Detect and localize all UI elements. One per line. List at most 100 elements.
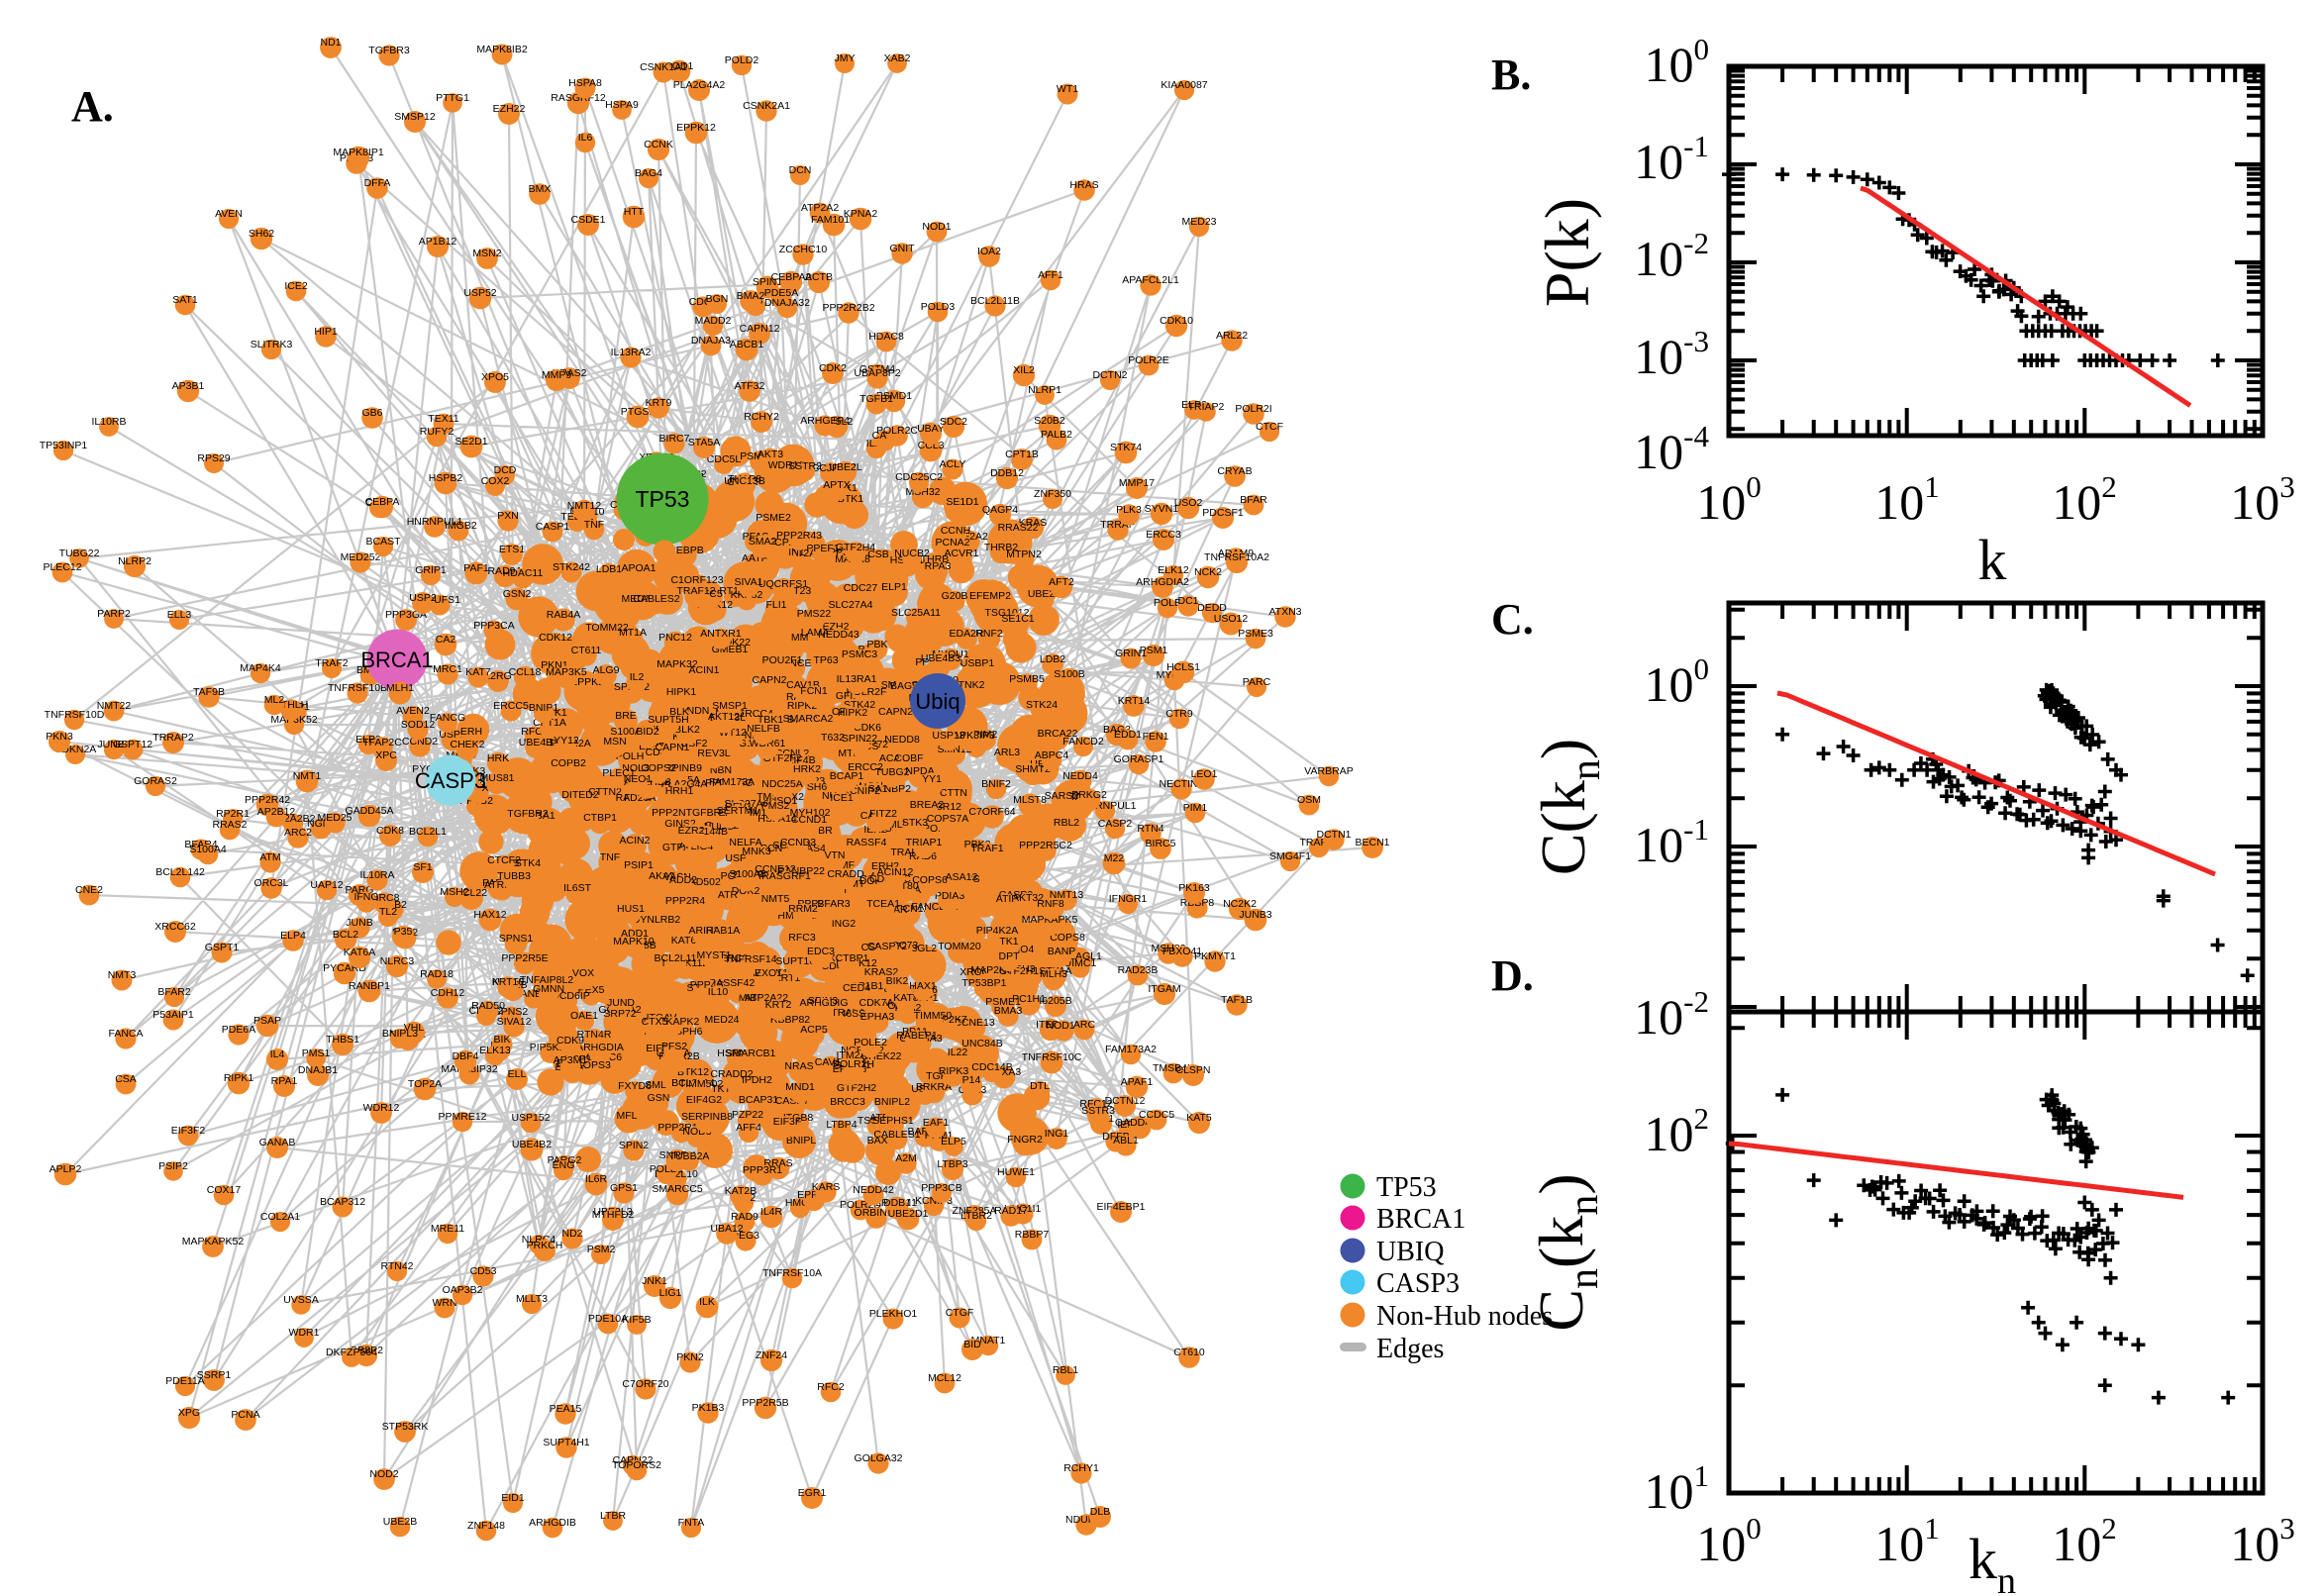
svg-text:CASP2: CASP2 — [1098, 818, 1133, 830]
svg-text:CA2: CA2 — [436, 634, 456, 646]
svg-text:ATP2A2: ATP2A2 — [801, 202, 839, 214]
svg-text:RCHY2: RCHY2 — [744, 411, 779, 423]
svg-text:UBE4B3: UBE4B3 — [921, 652, 960, 664]
svg-text:USP152: USP152 — [511, 1112, 550, 1124]
svg-text:S100A4: S100A4 — [189, 844, 227, 855]
svg-text:RUFY2: RUFY2 — [420, 426, 454, 438]
svg-text:S20B2: S20B2 — [1034, 415, 1065, 427]
svg-text:HRH1: HRH1 — [665, 785, 694, 797]
svg-text:k: k — [1978, 528, 2007, 592]
svg-text:CDK8: CDK8 — [376, 825, 404, 837]
svg-text:UBE2L: UBE2L — [829, 461, 861, 473]
svg-text:ZNF24: ZNF24 — [756, 1349, 787, 1361]
svg-text:NOD1: NOD1 — [922, 221, 951, 233]
svg-text:AFF1: AFF1 — [1038, 269, 1063, 281]
svg-text:DLB: DLB — [1090, 1506, 1110, 1518]
svg-text:TK1: TK1 — [999, 936, 1018, 948]
svg-text:NEDD42: NEDD42 — [853, 1184, 894, 1196]
svg-text:EIF3F2: EIF3F2 — [171, 1125, 206, 1137]
svg-text:PLEKHO1: PLEKHO1 — [869, 1308, 918, 1320]
svg-text:UNC84B: UNC84B — [961, 1038, 1002, 1049]
svg-text:APOA1: APOA1 — [621, 562, 656, 574]
svg-text:LTBR: LTBR — [600, 1510, 626, 1522]
svg-text:NMT1: NMT1 — [293, 770, 322, 782]
svg-text:TRIAP2: TRIAP2 — [1188, 401, 1225, 413]
svg-text:CDK7A: CDK7A — [858, 997, 893, 1009]
svg-text:SERTM1: SERTM1 — [717, 805, 759, 817]
svg-text:102: 102 — [2052, 1511, 2117, 1571]
svg-text:DNAJA32: DNAJA32 — [764, 297, 810, 309]
svg-text:STK74: STK74 — [1110, 442, 1142, 453]
svg-text:TNFRSF10D: TNFRSF10D — [45, 709, 105, 721]
svg-text:NEO1: NEO1 — [624, 773, 653, 785]
svg-text:HUS1: HUS1 — [617, 903, 645, 915]
svg-text:CDC27: CDC27 — [844, 582, 878, 594]
svg-text:SPNS1: SPNS1 — [499, 933, 534, 945]
svg-text:IOA2: IOA2 — [977, 246, 1001, 257]
svg-text:KAT6A: KAT6A — [344, 947, 375, 958]
svg-text:RTN4: RTN4 — [1137, 823, 1163, 835]
svg-text:BCL2L142: BCL2L142 — [155, 866, 205, 878]
svg-text:SDC2: SDC2 — [940, 416, 967, 428]
svg-text:COPS6: COPS6 — [912, 874, 948, 886]
svg-text:ELL3: ELL3 — [167, 609, 192, 621]
svg-text:KIAA0087: KIAA0087 — [1161, 79, 1207, 91]
svg-text:RAB4A: RAB4A — [547, 609, 580, 621]
svg-text:TNK2: TNK2 — [959, 679, 985, 691]
svg-text:BAG4: BAG4 — [635, 167, 662, 179]
svg-text:MSH2: MSH2 — [440, 886, 468, 898]
svg-text:DCTN1: DCTN1 — [1316, 829, 1351, 841]
svg-text:SMG4F1: SMG4F1 — [1269, 850, 1311, 862]
svg-text:SRP72: SRP72 — [603, 1008, 636, 1020]
svg-text:ACIN2: ACIN2 — [620, 835, 651, 847]
svg-text:BCL2: BCL2 — [333, 929, 358, 941]
svg-text:A.: A. — [71, 82, 114, 131]
svg-text:EIF4EBP1: EIF4EBP1 — [1096, 1201, 1145, 1213]
svg-text:IMPDH2: IMPDH2 — [733, 1074, 772, 1086]
svg-text:CCNH: CCNH — [941, 525, 970, 537]
svg-text:GSPT12: GSPT12 — [113, 739, 152, 750]
svg-text:TAF1B: TAF1B — [1221, 994, 1253, 1006]
svg-text:HRK: HRK — [487, 752, 509, 764]
svg-text:SERPINB8: SERPINB8 — [681, 1111, 733, 1123]
svg-text:CDK2: CDK2 — [819, 362, 847, 374]
svg-text:ACIN1: ACIN1 — [689, 664, 720, 676]
svg-text:PSAP: PSAP — [253, 1015, 281, 1027]
svg-text:USBP1: USBP1 — [960, 657, 995, 669]
svg-text:STK24: STK24 — [1026, 699, 1058, 711]
svg-text:CT610: CT610 — [1173, 1347, 1205, 1358]
svg-text:MYST1: MYST1 — [696, 949, 731, 961]
svg-text:CDC25C2: CDC25C2 — [895, 471, 943, 483]
svg-text:NUCB2: NUCB2 — [894, 548, 930, 559]
svg-text:CPT1B: CPT1B — [1005, 449, 1039, 460]
svg-text:PIM12: PIM12 — [743, 807, 773, 819]
svg-text:BECN1: BECN1 — [1355, 837, 1389, 848]
svg-text:HDAC11: HDAC11 — [503, 567, 544, 579]
svg-text:JUNB: JUNB — [346, 917, 372, 929]
svg-text:SIVA1: SIVA1 — [735, 576, 763, 588]
svg-text:ACVR1: ACVR1 — [944, 548, 978, 559]
svg-text:BMX: BMX — [529, 183, 552, 195]
svg-text:CT611: CT611 — [571, 645, 602, 656]
svg-text:ATR: ATR — [718, 889, 739, 901]
svg-text:KAT7: KAT7 — [465, 666, 491, 678]
svg-text:STK3: STK3 — [902, 817, 928, 829]
svg-text:RIPK1: RIPK1 — [224, 1072, 254, 1084]
svg-text:MAP3K5: MAP3K5 — [546, 666, 587, 678]
svg-text:CASP3: CASP3 — [1376, 1268, 1460, 1299]
svg-text:ARL3: ARL3 — [994, 747, 1020, 758]
svg-text:AP1B12: AP1B12 — [419, 236, 457, 248]
svg-text:UBE2B: UBE2B — [383, 1516, 417, 1528]
svg-text:USO12: USO12 — [1214, 613, 1249, 625]
svg-text:101: 101 — [1874, 1511, 1940, 1571]
svg-text:ATIP: ATIP — [996, 893, 1019, 905]
svg-text:CD53: CD53 — [470, 1265, 497, 1277]
svg-text:BFAR2: BFAR2 — [157, 986, 190, 998]
svg-text:PXN: PXN — [497, 510, 519, 522]
svg-text:P35: P35 — [394, 926, 413, 938]
svg-text:CDC5L: CDC5L — [707, 453, 742, 465]
svg-text:AVEN2: AVEN2 — [396, 705, 430, 717]
svg-text:10-3: 10-3 — [1634, 324, 1709, 384]
svg-text:NMT3: NMT3 — [108, 969, 137, 981]
svg-text:TNFRSF10C: TNFRSF10C — [1022, 1051, 1082, 1063]
